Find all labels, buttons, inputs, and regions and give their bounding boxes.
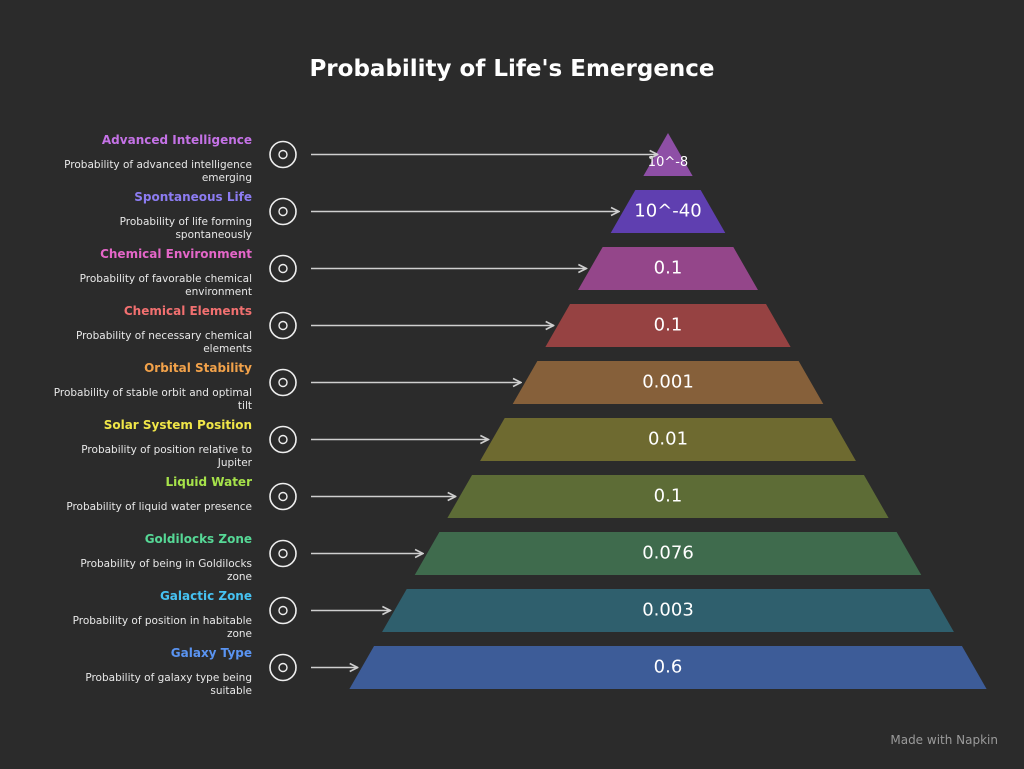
icon-dot — [278, 320, 288, 331]
level-name: Advanced Intelligence — [101, 133, 252, 147]
level-description: Probability of being in Goldilocks zone — [80, 558, 252, 583]
level-value: 0.003 — [642, 600, 694, 621]
pyramid-level — [610, 190, 726, 233]
level-name: Liquid Water — [165, 475, 252, 489]
level-value: 0.1 — [654, 315, 683, 336]
footer: Made with Napkin — [890, 733, 998, 747]
level-name: Orbital Stability — [144, 361, 252, 375]
icon-dot — [278, 206, 288, 217]
level-value: 0.001 — [642, 372, 694, 393]
level-description: Probability of liquid water presence — [66, 501, 252, 513]
level-description: Probability of favorable chemical enviro… — [79, 273, 252, 298]
pyramid-level — [545, 304, 791, 347]
level-description: Probability of position in habitable zon… — [72, 615, 252, 640]
level-name: Galaxy Type — [170, 646, 252, 660]
icon-dot — [278, 263, 288, 274]
icon — [269, 653, 297, 682]
icon — [269, 425, 297, 454]
icon — [269, 482, 297, 511]
icon-dot — [278, 149, 288, 160]
level-description: Probability of life forming spontaneousl… — [119, 216, 252, 241]
icon — [269, 311, 297, 340]
pyramid-level — [578, 247, 758, 290]
level-value: 0.6 — [654, 657, 683, 678]
level-name: Galactic Zone — [159, 589, 252, 603]
icon — [269, 197, 297, 226]
level-description: Probability of galaxy type being suitabl… — [85, 672, 252, 697]
icon-dot — [278, 548, 288, 559]
icon-dot — [278, 662, 288, 673]
pyramid-level — [512, 361, 824, 404]
level-description: Probability of advanced intelligence eme… — [64, 159, 252, 184]
level-description: Probability of stable orbit and optimal … — [53, 387, 252, 412]
level-value: 10^-40 — [634, 201, 701, 222]
title: Probability of Life's Emergence — [309, 56, 715, 82]
icon — [269, 368, 297, 397]
level-value: 10^-8 — [648, 155, 688, 170]
pyramid-level — [349, 646, 987, 689]
pyramid-level — [447, 475, 889, 518]
level-value: 0.076 — [642, 543, 694, 564]
level-description: Probability of necessary chemical elemen… — [75, 330, 252, 355]
icon-dot — [278, 491, 288, 502]
level-name: Spontaneous Life — [134, 190, 252, 204]
level-name: Solar System Position — [103, 418, 252, 432]
level-value: 0.1 — [654, 486, 683, 507]
level-description: Probability of position relative to Jupi… — [81, 444, 252, 469]
icon — [269, 254, 297, 283]
icon — [269, 596, 297, 625]
level-name: Chemical Elements — [123, 304, 252, 318]
icon-dot — [278, 434, 288, 445]
pyramid-level — [414, 532, 922, 575]
pyramid-level — [382, 589, 954, 632]
level-value: 0.1 — [654, 258, 683, 279]
pyramid-level — [480, 418, 856, 461]
level-name: Goldilocks Zone — [144, 532, 252, 546]
level-name: Chemical Environment — [100, 247, 252, 261]
pyramid-level — [643, 133, 693, 176]
icon-dot — [278, 377, 288, 388]
icon-dot — [278, 605, 288, 616]
icon — [269, 140, 297, 169]
level-value: 0.01 — [648, 429, 688, 450]
icon — [269, 539, 297, 568]
